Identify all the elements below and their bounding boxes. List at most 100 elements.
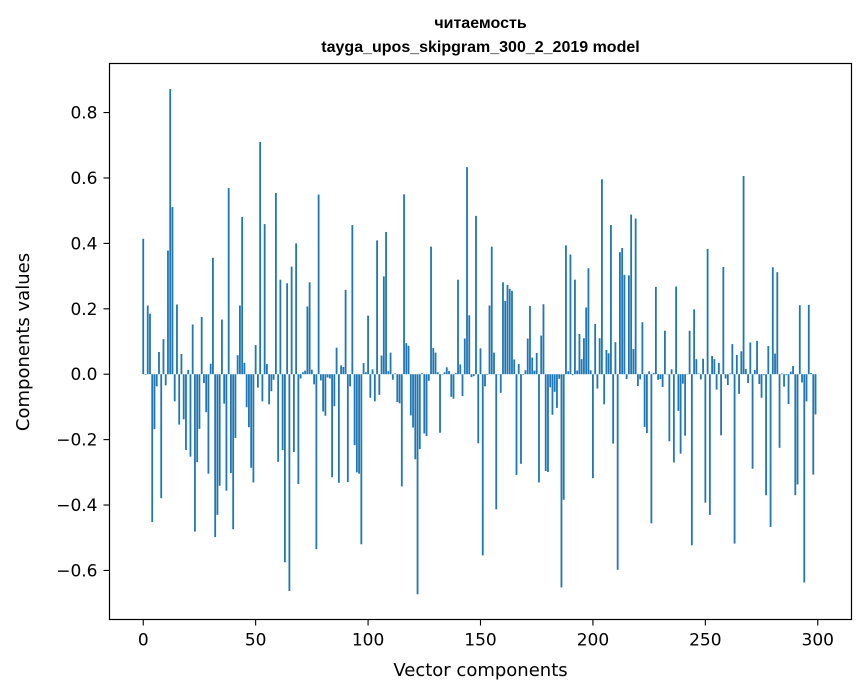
- bar: [403, 194, 405, 375]
- bar: [400, 374, 403, 487]
- bar: [567, 371, 570, 375]
- bar: [715, 374, 718, 390]
- bar: [776, 272, 779, 375]
- bar: [337, 374, 340, 483]
- bar: [295, 243, 298, 375]
- bar: [234, 374, 237, 438]
- bar: [549, 374, 552, 388]
- bar: [565, 245, 567, 375]
- x-tick-label: 0: [138, 631, 149, 651]
- bar: [722, 266, 725, 375]
- y-tick-label: 0.4: [70, 234, 97, 254]
- bar: [454, 372, 457, 375]
- bar: [587, 268, 590, 375]
- bar: [286, 283, 289, 375]
- bar: [616, 374, 619, 570]
- bar: [675, 286, 678, 375]
- bar: [239, 305, 241, 375]
- bar: [729, 373, 731, 375]
- bar: [578, 333, 581, 375]
- bar: [477, 374, 480, 444]
- bar: [149, 313, 151, 375]
- bar: [589, 370, 592, 375]
- bar: [681, 374, 684, 384]
- bar: [542, 304, 545, 375]
- bar: [416, 374, 419, 595]
- bar: [740, 351, 743, 375]
- bar: [751, 374, 754, 469]
- bar: [389, 352, 392, 375]
- bar: [452, 374, 455, 399]
- bar: [207, 374, 210, 474]
- bar: [623, 274, 626, 375]
- bar: [306, 306, 309, 375]
- bar: [432, 348, 435, 375]
- bar: [650, 374, 653, 524]
- bar: [398, 374, 401, 404]
- bar: [331, 374, 333, 478]
- bar: [232, 374, 235, 530]
- bar: [720, 374, 722, 436]
- bar: [484, 374, 486, 387]
- bar: [547, 374, 549, 472]
- x-axis-ticks: 0 50 100 150 200 250 300: [138, 619, 834, 651]
- bar: [468, 315, 471, 375]
- bar: [670, 369, 673, 375]
- bar: [391, 374, 394, 380]
- bar: [508, 288, 511, 375]
- bar: [767, 346, 770, 375]
- bar: [142, 238, 145, 375]
- bar: [328, 374, 331, 379]
- bar: [205, 374, 208, 413]
- bar: [281, 374, 284, 451]
- bar: [807, 304, 810, 375]
- y-tick-label: 0.6: [70, 169, 97, 189]
- bar: [277, 374, 280, 462]
- bar: [677, 374, 680, 411]
- bar: [765, 374, 767, 496]
- bar: [511, 290, 513, 375]
- bar: [479, 348, 482, 375]
- bar: [774, 353, 776, 375]
- bar: [540, 335, 543, 375]
- bar: [693, 309, 696, 375]
- x-tick-label: 150: [464, 631, 496, 651]
- bar: [212, 257, 214, 375]
- bar: [461, 374, 464, 397]
- bar: [672, 374, 675, 463]
- bar: [158, 351, 160, 375]
- bar: [576, 370, 579, 375]
- bar: [594, 323, 597, 375]
- bar: [425, 374, 428, 437]
- bar: [373, 374, 376, 402]
- bar: [315, 374, 318, 550]
- bar: [254, 345, 257, 375]
- bar: [396, 374, 399, 403]
- bar: [196, 374, 199, 463]
- bar: [690, 374, 693, 546]
- bar: [731, 344, 734, 375]
- bar: [699, 374, 702, 380]
- bar: [324, 374, 327, 416]
- bar: [794, 374, 797, 496]
- bar: [299, 374, 302, 379]
- bar: [412, 374, 414, 428]
- bar: [688, 330, 691, 375]
- y-tick-label: −0.4: [56, 496, 97, 516]
- bar: [724, 374, 727, 379]
- bar: [560, 374, 563, 588]
- bar: [380, 355, 383, 375]
- bar: [493, 352, 495, 375]
- bar: [762, 374, 765, 376]
- bar: [580, 359, 583, 375]
- x-tick-label: 100: [352, 631, 384, 651]
- bar: [257, 374, 259, 388]
- bar: [326, 374, 329, 378]
- bar: [198, 374, 201, 429]
- bar: [369, 374, 372, 398]
- bar: [405, 343, 408, 375]
- bar: [684, 374, 687, 436]
- bar: [209, 363, 212, 375]
- bar: [803, 374, 806, 583]
